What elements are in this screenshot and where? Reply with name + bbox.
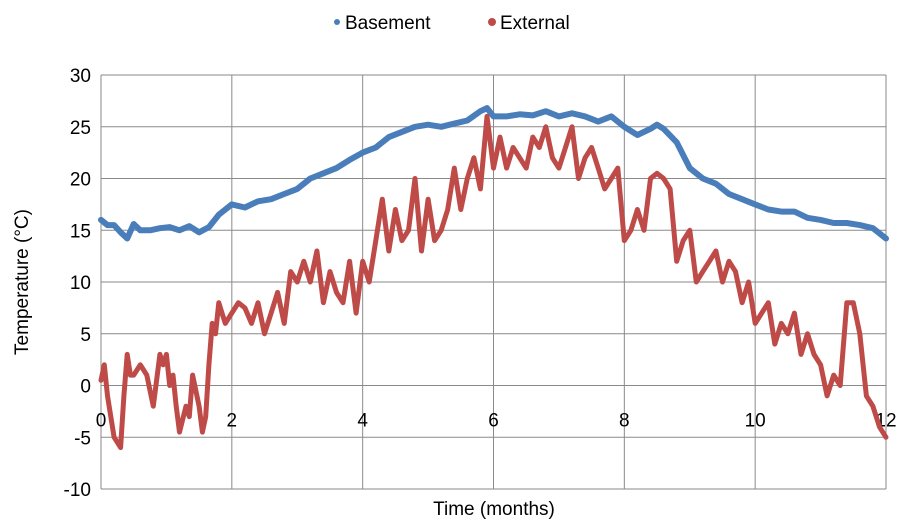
series-line-basement <box>98 105 889 242</box>
y-tick-label: -10 <box>64 480 91 501</box>
legend-label-external: External <box>500 13 570 34</box>
legend-marker-basement <box>334 19 340 25</box>
legend-marker-external <box>488 18 496 26</box>
y-tick-label: 25 <box>70 118 91 139</box>
y-axis-label: Temperature (°C) <box>12 209 33 355</box>
legend-label-basement: Basement <box>345 13 431 34</box>
y-tick-label: 5 <box>80 325 91 346</box>
legend: Basement External <box>334 13 570 34</box>
y-tick-label: 15 <box>70 221 91 242</box>
y-tick-label: 10 <box>70 273 91 294</box>
series-lines <box>98 105 889 451</box>
grid <box>100 74 887 490</box>
y-tick-label: 0 <box>80 377 91 398</box>
x-tick-label: 0 <box>96 411 107 432</box>
x-tick-label: 4 <box>357 411 368 432</box>
x-tick-label: 6 <box>488 411 499 432</box>
x-tick-label: 10 <box>745 411 766 432</box>
x-tick-label: 8 <box>619 411 630 432</box>
y-tick-label: 30 <box>70 66 91 87</box>
x-tick-label: 2 <box>227 411 238 432</box>
y-tick-label: 20 <box>70 170 91 191</box>
x-axis-label: Time (months) <box>433 499 555 520</box>
y-tick-label: -5 <box>74 428 91 449</box>
series-line-external <box>98 113 889 451</box>
